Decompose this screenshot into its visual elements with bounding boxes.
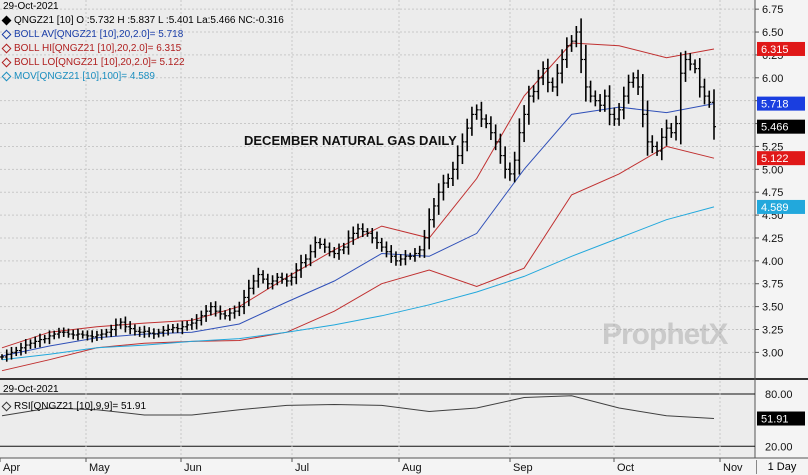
y-tick-label: 4.75 [762,187,783,199]
x-tick-label: May [89,462,110,474]
diamond-outline-icon [1,57,12,68]
value-tag-boll_hi [757,41,805,56]
series-line-mov [1,206,715,361]
boll-av-text: BOLL AV[QNGZ21 [10],20,2.0]= 5.718 [14,29,184,40]
diamond-outline-icon [1,401,12,412]
value-tag-boll_av [757,96,805,111]
boll-hi-legend: BOLL HI[QNGZ21 [10],20,2.0]= 6.315 [1,43,182,54]
diamond-outline-icon [1,43,12,54]
rsi-legend: RSI[QNGZ21 [10],9,9]= 51.91 [1,401,147,412]
y-tick-label: 5.00 [762,164,783,176]
y-tick-label: 3.75 [762,279,783,291]
ohlc-legend: QNGZ21 [10] O :5.732 H :5.837 L :5.401 L… [1,15,284,26]
price-axis-panel [755,0,808,475]
boll-av-legend: BOLL AV[QNGZ21 [10],20,2.0]= 5.718 [1,29,184,40]
value-tag-last [757,119,805,134]
mov-text: MOV[QNGZ21 [10],100]= 4.589 [14,71,155,82]
value-tag-label: 6.315 [761,44,789,56]
x-tick-label: Apr [3,462,20,474]
y-tick-label: 4.00 [762,256,783,268]
y-tick-label: 6.00 [762,73,783,85]
prophetx-watermark: ProphetX [602,318,728,351]
x-tick-label: Nov [723,462,743,474]
value-tag-label: 5.122 [761,153,789,165]
x-tick-label: Jul [295,462,309,474]
x-tick-label: Jun [184,462,202,474]
boll-hi-text: BOLL HI[QNGZ21 [10],20,2.0]= 6.315 [14,43,182,54]
mov-legend: MOV[QNGZ21 [10],100]= 4.589 [1,71,155,82]
chart-title: DECEMBER NATURAL GAS DAILY [244,133,457,148]
diamond-outline-icon [1,71,12,82]
diamond-outline-icon [1,29,12,40]
boll-lo-text: BOLL LO[QNGZ21 [10],20,2.0]= 5.122 [14,57,185,68]
x-tick-label: Oct [617,462,634,474]
y-tick-label: 6.75 [762,4,783,16]
x-tick-label: Sep [513,462,533,474]
value-tag-label: 4.589 [761,202,789,214]
value-tag-label: 5.718 [761,99,789,111]
value-tag-boll_lo [757,151,805,166]
value-tag-label: 5.466 [761,122,789,134]
value-tag-mov [757,199,805,214]
y-tick-label: 4.25 [762,233,783,245]
rsi-plot-area [0,381,755,455]
diamond-icon [1,15,12,26]
y-tick-label: 3.25 [762,324,783,336]
y-tick-label: 3.00 [762,347,783,359]
main-plot-area [0,0,755,378]
rsi-tick-label: 20.00 [765,441,793,453]
main-date: 29-Oct-2021 [3,1,59,12]
rsi-text: RSI[QNGZ21 [10],9,9]= 51.91 [14,401,147,412]
rsi-tick-label: 80.00 [765,389,793,401]
rsi-line [1,395,715,419]
series-line-boll_lo [1,145,715,372]
boll-lo-legend: BOLL LO[QNGZ21 [10],20,2.0]= 5.122 [1,57,185,68]
date-axis-panel [0,458,808,475]
series-line-boll_av [1,103,715,357]
interval-button[interactable]: 1 Day [756,460,807,474]
y-tick-label: 3.50 [762,302,783,314]
ohlc-text: QNGZ21 [10] O :5.732 H :5.837 L :5.401 L… [14,15,284,26]
y-tick-label: 6.50 [762,27,783,39]
y-tick-label: 5.25 [762,141,783,153]
price-bars [0,18,716,362]
x-tick-label: Aug [402,462,422,474]
sub-date: 29-Oct-2021 [3,384,59,395]
rsi-value-tag-label: 51.91 [761,414,789,426]
rsi-value-tag [757,411,805,426]
